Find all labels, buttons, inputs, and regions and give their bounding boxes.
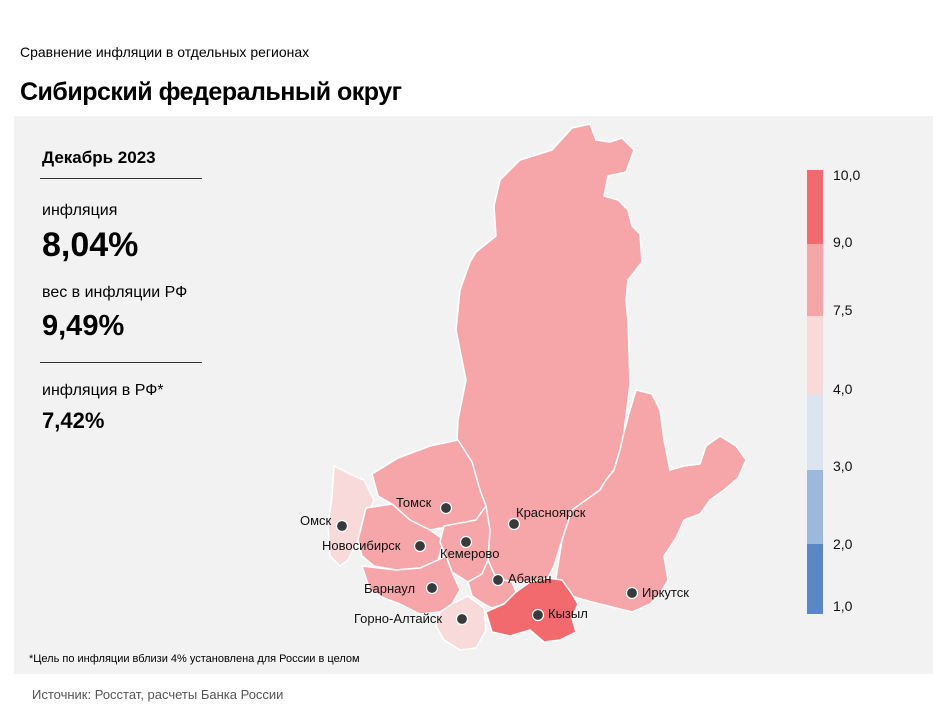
city-dot bbox=[459, 535, 473, 549]
legend-tick-label: 3,0 bbox=[833, 458, 853, 474]
city-label: Абакан bbox=[508, 571, 551, 586]
city-dot bbox=[439, 501, 453, 515]
city-label: Горно-Алтайск bbox=[354, 611, 442, 626]
city-marker: Томск bbox=[396, 495, 453, 515]
city-dot bbox=[335, 519, 349, 533]
city-label: Новосибирск bbox=[322, 538, 401, 553]
city-marker: Иркутск bbox=[625, 585, 689, 600]
legend-swatch bbox=[807, 170, 823, 244]
city-marker: Кызыл bbox=[531, 606, 588, 622]
legend-swatch bbox=[807, 316, 823, 394]
inflation-label: инфляция bbox=[42, 202, 118, 219]
source-note: Источник: Росстат, расчеты Банка России bbox=[32, 687, 284, 702]
legend-tick-label: 2,0 bbox=[833, 536, 853, 552]
city-label: Кемерово bbox=[440, 546, 499, 561]
city-marker: Кемерово bbox=[440, 535, 499, 561]
color-legend: 10,0 9,0 7,5 4,0 3,0 2,0 1,0 bbox=[807, 167, 860, 614]
city-dot bbox=[455, 612, 469, 626]
city-label: Барнаул bbox=[364, 581, 415, 596]
city-dot bbox=[491, 573, 505, 587]
city-marker: Красноярск bbox=[507, 505, 586, 531]
city-dot bbox=[425, 581, 439, 595]
legend-swatch bbox=[807, 244, 823, 316]
chart-title: Сибирский федеральный округ bbox=[20, 78, 402, 106]
region-irkutsk[interactable] bbox=[555, 389, 747, 613]
city-label: Красноярск bbox=[516, 505, 586, 520]
weight-label: вес в инфляции РФ bbox=[42, 284, 188, 301]
city-label: Иркутск bbox=[642, 585, 689, 600]
city-marker: Новосибирск bbox=[322, 538, 427, 553]
city-marker: Барнаул bbox=[364, 581, 439, 596]
legend-tick-label: 7,5 bbox=[833, 302, 853, 318]
city-marker: Абакан bbox=[491, 571, 551, 587]
region-omsk[interactable] bbox=[327, 465, 375, 567]
chart-subtitle: Сравнение инфляции в отдельных регионах bbox=[20, 44, 310, 60]
weight-value: 9,49% bbox=[42, 310, 125, 342]
city-label: Томск bbox=[396, 495, 432, 510]
region-tyva[interactable] bbox=[485, 577, 579, 643]
city-marker: Горно-Алтайск bbox=[354, 611, 469, 626]
footnote: *Цель по инфляции вблизи 4% установлена … bbox=[29, 653, 360, 665]
city-label: Омск bbox=[300, 513, 332, 528]
region-altai-krai[interactable] bbox=[361, 555, 461, 615]
period-label: Декабрь 2023 bbox=[42, 148, 156, 167]
city-dot bbox=[507, 517, 521, 531]
rf-inflation-value: 7,42% bbox=[42, 408, 105, 433]
inflation-value: 8,04% bbox=[42, 226, 139, 264]
legend-swatch bbox=[807, 544, 823, 614]
city-dot bbox=[413, 539, 427, 553]
legend-swatch bbox=[807, 394, 823, 470]
city-label: Кызыл bbox=[548, 606, 588, 621]
legend-tick-label: 1,0 bbox=[833, 598, 853, 614]
city-marker: Омск bbox=[300, 513, 349, 533]
legend-swatch bbox=[807, 470, 823, 544]
legend-tick-label: 4,0 bbox=[833, 381, 853, 397]
divider-top bbox=[40, 178, 202, 179]
legend-tick-label: 10,0 bbox=[833, 167, 860, 183]
rf-inflation-label: инфляция в РФ* bbox=[42, 382, 164, 399]
legend-tick-label: 9,0 bbox=[833, 234, 853, 250]
divider-bottom bbox=[40, 362, 202, 363]
city-dot bbox=[531, 608, 545, 622]
city-dot bbox=[625, 586, 639, 600]
